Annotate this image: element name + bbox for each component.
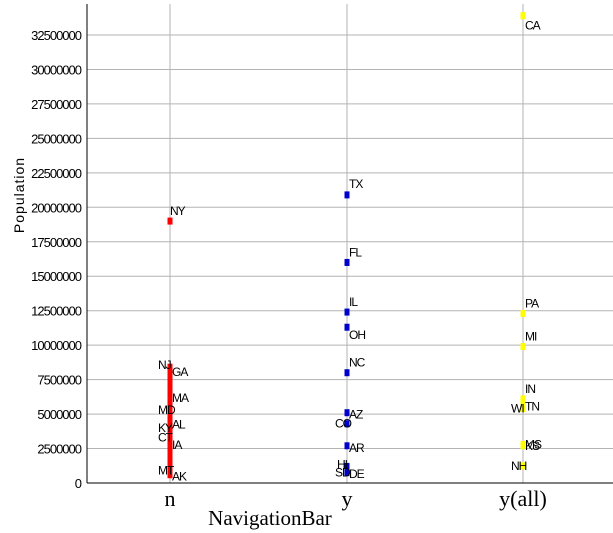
y-tick-labels: 0 2500000 5000000 7500000 10000000 12500000 15… [31, 28, 83, 491]
data-label-ak: AK [172, 470, 187, 484]
data-point-ms [520, 440, 526, 448]
x-tick-label: n [165, 486, 176, 511]
data-point-il [344, 308, 350, 316]
data-label-in: IN [525, 382, 535, 396]
data-point-az [344, 409, 350, 417]
data-point-mi [520, 343, 526, 351]
data-point-nc [344, 369, 350, 377]
data-label-wi: WI [511, 402, 524, 416]
x-axis-title: NavigationBar [208, 506, 332, 530]
data-label-ky: KY [158, 421, 173, 435]
data-label-ca: CA [525, 19, 541, 33]
y-tick-label: 20000000 [31, 200, 82, 215]
y-tick-label: 0 [75, 476, 82, 491]
x-tick-label: y(all) [499, 486, 547, 511]
data-point-ny [167, 217, 173, 225]
data-point-co [344, 420, 350, 428]
x-tick-labels: n y y(all) [165, 486, 547, 511]
data-label-mi: MI [525, 330, 537, 344]
axes [86, 4, 613, 484]
data-point-ar [344, 442, 350, 450]
data-point-pa [520, 309, 526, 317]
data-label-ma: MA [172, 391, 189, 405]
y-tick-label: 27500000 [31, 97, 82, 112]
y-tick-label: 10000000 [31, 338, 82, 353]
data-label-az: AZ [349, 408, 363, 422]
data-label-nj: NJ [158, 358, 172, 372]
y-tick-label: 22500000 [31, 166, 82, 181]
data-label-md: MD [158, 403, 176, 417]
data-label-fl: FL [349, 245, 362, 259]
data-label-al: AL [172, 417, 186, 431]
y-tick-label: 7500000 [37, 373, 81, 388]
data-point-hi [344, 462, 350, 470]
data-points [167, 12, 526, 479]
data-label-hi: HI [337, 457, 348, 471]
y-tick-label: 5000000 [37, 407, 81, 422]
y-tick-label: 25000000 [31, 131, 82, 146]
data-point-cluster-n [167, 367, 173, 475]
data-label-ct: CT [158, 431, 174, 445]
data-label-tn: TN [525, 399, 539, 413]
y-tick-label: 2500000 [37, 442, 81, 457]
data-label-sd: SD [335, 466, 351, 480]
y-tick-label: 30000000 [31, 62, 82, 77]
y-tick-label: 15000000 [31, 269, 82, 284]
data-point-in [520, 395, 526, 403]
x-tick-label: y [342, 486, 353, 511]
data-point-tx [344, 191, 350, 199]
data-label-nh: NH [511, 459, 527, 473]
data-label-ks: KS [525, 439, 540, 453]
data-label-mt: MT [158, 464, 175, 478]
data-label-ar: AR [349, 441, 365, 455]
data-label-ia: IA [172, 438, 182, 452]
y-tick-label: 32500000 [31, 28, 82, 43]
data-label-de: DE [349, 467, 365, 481]
data-label-ms: MS [525, 437, 542, 451]
data-point-de [344, 468, 350, 476]
data-point-tn [520, 400, 526, 408]
data-label-nc: NC [349, 356, 366, 370]
data-point-oh [344, 323, 350, 331]
data-label-pa: PA [525, 296, 539, 310]
data-label-il: IL [349, 295, 358, 309]
data-label-oh: OH [349, 328, 365, 342]
y-tick-label: 12500000 [31, 304, 82, 319]
data-point-ca [520, 12, 526, 20]
data-label-co: CO [335, 417, 352, 431]
y-tick-label: 17500000 [31, 235, 82, 250]
y-axis-title: Population [11, 157, 27, 233]
data-point-wi [520, 405, 526, 413]
data-point-nh [520, 462, 526, 470]
data-label-ga: GA [172, 365, 188, 379]
data-point-fl [344, 258, 350, 266]
data-label-ny: NY [170, 204, 186, 218]
data-label-tx: TX [349, 177, 363, 191]
